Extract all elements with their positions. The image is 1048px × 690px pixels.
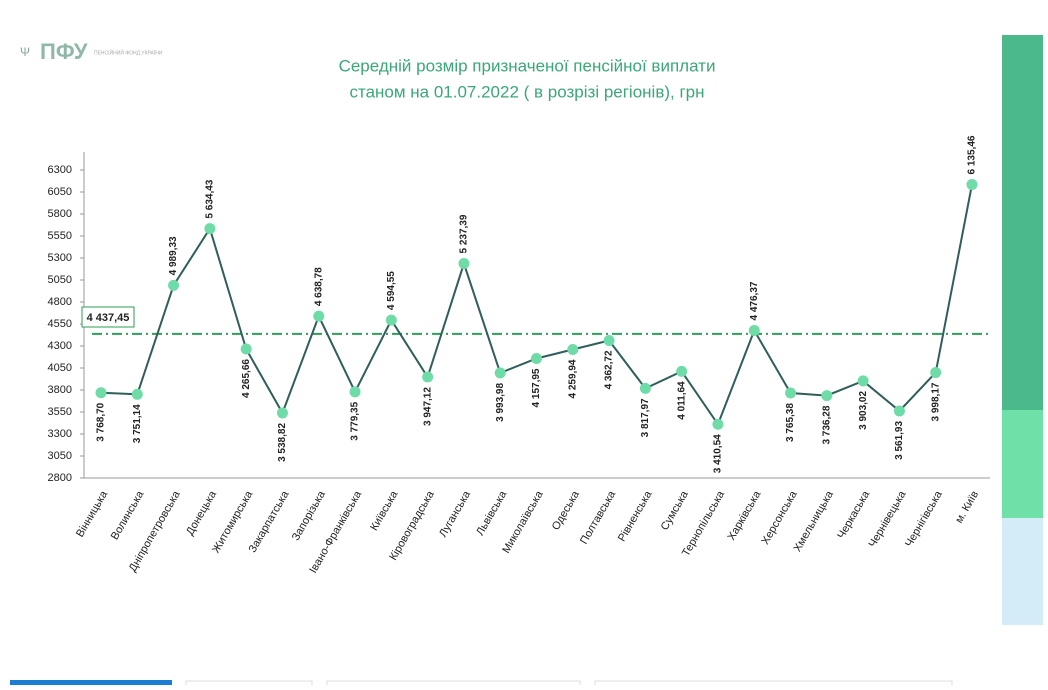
plot: 2800 3050 3300 3550 3800 4050 4300 4550 4800 5050… [48,135,990,575]
data-point [168,279,180,291]
data-label: 3 751,14 [132,404,143,443]
data-label: 3 947,12 [422,387,433,426]
y-tick-label: 5800 [48,208,72,220]
y-tick-label: 4800 [48,296,72,308]
y-tick-label: 5550 [48,230,72,242]
y-tick-label: 6050 [48,186,72,198]
y-tick-label: 5300 [48,252,72,264]
y-tick-label: 5050 [48,274,72,286]
y-tick-label: 6300 [48,164,72,176]
data-point [966,178,978,190]
y-tick-label: 2800 [48,472,72,484]
data-label: 6 135,46 [967,135,978,174]
data-point [240,343,252,355]
data-label: 4 989,33 [168,236,179,275]
y-tick-label: 3800 [48,384,72,396]
chart-subtitle: станом на 01.07.2022 ( в розрізі регіоні… [349,82,704,101]
data-label: 4 638,78 [313,267,324,306]
y-tick-label: 4050 [48,362,72,374]
data-point [349,386,361,398]
data-point [531,353,542,365]
data-label: 3 993,98 [495,383,506,422]
data-label: 4 259,94 [567,359,578,398]
y-tick-label: 3550 [48,406,72,418]
data-point [204,223,216,235]
logo-abbr: ПФУ [40,39,88,64]
data-label: 3 736,28 [821,405,832,444]
data-label: 4 157,95 [531,368,542,407]
data-point [930,367,942,379]
data-point [313,310,325,322]
data-label: 4 265,66 [241,359,252,398]
data-point [603,334,615,346]
data-point [494,367,506,379]
data-label: 4 362,72 [604,350,615,389]
data-point [893,405,905,417]
chart-title: Середній розмір призначеної пенсійної ви… [339,56,716,75]
data-label: 4 476,37 [749,281,760,320]
data-label: 5 634,43 [205,179,216,218]
y-tick-label: 4300 [48,340,72,352]
data-label: 3 538,82 [277,423,288,462]
logo-emblem: Ψ [20,45,30,59]
data-label: 3 998,17 [930,382,941,421]
data-label: 4 011,64 [676,381,687,420]
y-tick-label: 3300 [48,428,72,440]
data-point [95,387,107,399]
side-bar [1002,35,1043,410]
data-point [567,344,579,356]
data-point [857,375,869,387]
data-point [639,382,651,394]
data-label: 4 594,55 [386,271,397,310]
data-label: 3 410,54 [713,434,724,473]
data-point [676,365,688,377]
reference-label-box [81,306,135,328]
data-label: 3 768,70 [96,402,107,441]
data-label: 3 765,38 [785,403,796,442]
data-label: 3 817,97 [640,398,651,437]
data-point [276,407,288,419]
data-point [748,324,760,336]
reference-label: 4 437,45 [87,312,130,324]
data-point [712,418,724,430]
data-point [821,390,833,402]
data-point [131,388,143,400]
side-bar [1002,410,1043,518]
logo-name: ПЕНСІЙНИЙ ФОНД УКРАЇНИ [94,48,163,56]
data-point [785,387,797,399]
data-label: 5 237,39 [459,214,470,253]
data-label: 3 561,93 [894,421,905,460]
data-label: 3 903,02 [858,391,869,430]
side-bar [1002,518,1043,625]
data-point [422,371,434,383]
data-label: 3 779,35 [350,401,361,440]
tab-active[interactable] [10,680,172,685]
data-point [458,258,470,270]
y-tick-label: 4550 [48,318,72,330]
data-point [385,314,397,326]
y-tick-label: 3050 [48,450,72,462]
